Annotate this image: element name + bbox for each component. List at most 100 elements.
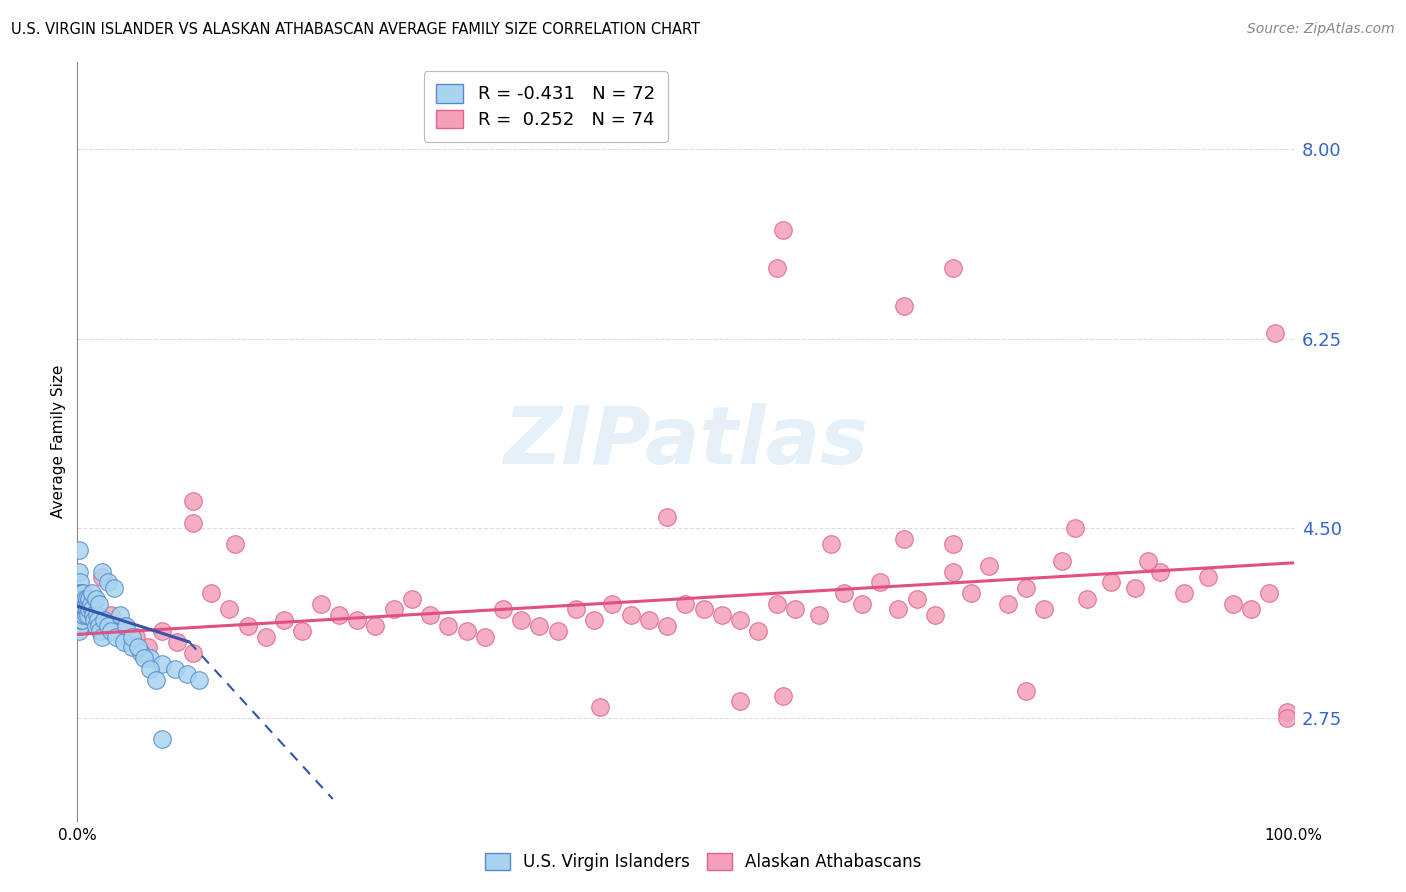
Point [112, 635, 135, 649]
Point [224, 537, 246, 551]
Point [924, 607, 946, 622]
Point [188, 673, 211, 687]
Point [89, 618, 111, 632]
Point [456, 624, 478, 639]
Point [1240, 602, 1263, 616]
Point [1149, 565, 1171, 579]
Point [67, 602, 90, 616]
Point [70, 586, 93, 600]
Point [1222, 597, 1244, 611]
Point [72, 597, 94, 611]
Point [73, 591, 96, 606]
Point [90, 565, 112, 579]
Point [80, 597, 103, 611]
Point [72, 607, 94, 622]
Point [97, 618, 120, 632]
Point [1173, 586, 1195, 600]
Point [67, 565, 90, 579]
Point [602, 597, 624, 611]
Point [69, 597, 91, 611]
Point [181, 494, 204, 508]
Point [893, 299, 915, 313]
Point [84, 618, 107, 632]
Point [772, 689, 794, 703]
Point [942, 565, 965, 579]
Point [76, 591, 98, 606]
Point [72, 586, 94, 600]
Point [887, 602, 910, 616]
Text: U.S. VIRGIN ISLANDER VS ALASKAN ATHABASCAN AVERAGE FAMILY SIZE CORRELATION CHART: U.S. VIRGIN ISLANDER VS ALASKAN ATHABASC… [11, 22, 700, 37]
Point [76, 602, 98, 616]
Point [86, 607, 108, 622]
Point [87, 613, 110, 627]
Point [121, 640, 143, 655]
Point [547, 624, 569, 639]
Point [236, 618, 259, 632]
Point [112, 618, 135, 632]
Point [657, 510, 679, 524]
Point [93, 613, 115, 627]
Point [163, 662, 186, 676]
Point [565, 602, 588, 616]
Point [152, 732, 174, 747]
Point [710, 607, 733, 622]
Point [100, 607, 122, 622]
Point [139, 651, 162, 665]
Point [67, 597, 90, 611]
Point [510, 613, 533, 627]
Point [80, 586, 103, 600]
Point [103, 581, 125, 595]
Point [115, 618, 138, 632]
Point [728, 613, 751, 627]
Point [1197, 570, 1219, 584]
Point [152, 657, 174, 671]
Point [82, 607, 104, 622]
Point [70, 597, 93, 611]
Point [176, 667, 198, 681]
Point [1277, 706, 1299, 720]
Point [134, 651, 156, 665]
Point [273, 613, 295, 627]
Point [181, 646, 204, 660]
Point [97, 575, 120, 590]
Point [346, 613, 368, 627]
Point [70, 613, 93, 627]
Point [139, 662, 162, 676]
Point [1076, 591, 1098, 606]
Point [1264, 326, 1286, 341]
Point [77, 607, 100, 622]
Point [437, 618, 460, 632]
Point [1033, 602, 1056, 616]
Point [942, 261, 965, 276]
Point [90, 630, 112, 644]
Point [657, 618, 679, 632]
Point [67, 607, 90, 622]
Point [70, 602, 93, 616]
Point [90, 570, 112, 584]
Point [364, 618, 387, 632]
Point [83, 613, 105, 627]
Point [121, 630, 143, 644]
Point [492, 602, 515, 616]
Point [808, 607, 831, 622]
Point [783, 602, 806, 616]
Point [1258, 586, 1281, 600]
Point [1015, 683, 1038, 698]
Point [893, 532, 915, 546]
Point [328, 607, 350, 622]
Point [1099, 575, 1122, 590]
Point [905, 591, 928, 606]
Point [67, 624, 90, 639]
Point [419, 607, 441, 622]
Point [1125, 581, 1147, 595]
Point [765, 597, 787, 611]
Point [1136, 554, 1159, 568]
Point [105, 630, 128, 644]
Point [69, 586, 91, 600]
Point [675, 597, 697, 611]
Point [747, 624, 769, 639]
Point [125, 630, 148, 644]
Point [75, 607, 97, 622]
Point [820, 537, 842, 551]
Point [152, 624, 174, 639]
